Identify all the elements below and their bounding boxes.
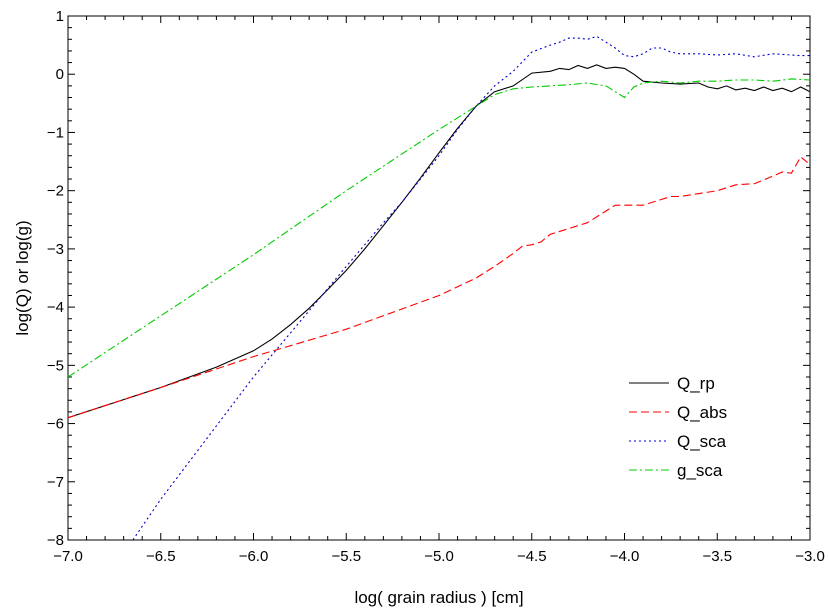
y-tick-label: −7 [47,474,64,491]
y-tick-label: −6 [47,416,64,433]
legend-label: Q_abs [677,403,727,422]
series-line-q-rp [68,64,810,419]
y-tick-label: −4 [47,299,64,316]
legend-label: Q_rp [677,374,715,393]
x-tick-label: −7.0 [53,548,83,565]
x-tick-label: −3.0 [795,548,825,565]
legend-label: g_sca [677,461,723,480]
y-axis-title: log(Q) or log(g) [13,220,32,335]
y-tick-label: −8 [47,532,64,549]
legend: Q_rp Q_abs Q_sca g_sca [629,374,727,480]
series-line-q-abs [68,156,810,419]
y-tick-label: 1 [56,8,64,25]
x-tick-label: −3.5 [702,548,732,565]
y-tick-label: 0 [56,66,64,83]
x-axis-title: log( grain radius ) [cm] [354,588,523,607]
x-tick-label: −6.5 [146,548,176,565]
series-line-q-sca [132,35,810,540]
x-tick-label: −6.0 [239,548,269,565]
y-tick-label: −5 [47,357,64,374]
x-tick-label: −4.5 [517,548,547,565]
series-lines [68,35,810,540]
legend-label: Q_sca [677,432,727,451]
x-tick-label: −4.0 [610,548,640,565]
x-tick-label: −5.5 [331,548,361,565]
x-tick-label: −5.0 [424,548,454,565]
ticks: −7.0 −6.5 −6.0 −5.5 −5.0 −4.5 −4.0 −3.5 −3.0 −8 −7… [47,8,825,565]
y-tick-label: −1 [47,124,64,141]
y-tick-label: −2 [47,183,64,200]
y-tick-label: −3 [47,241,64,258]
series-line-g-sca [68,78,810,378]
